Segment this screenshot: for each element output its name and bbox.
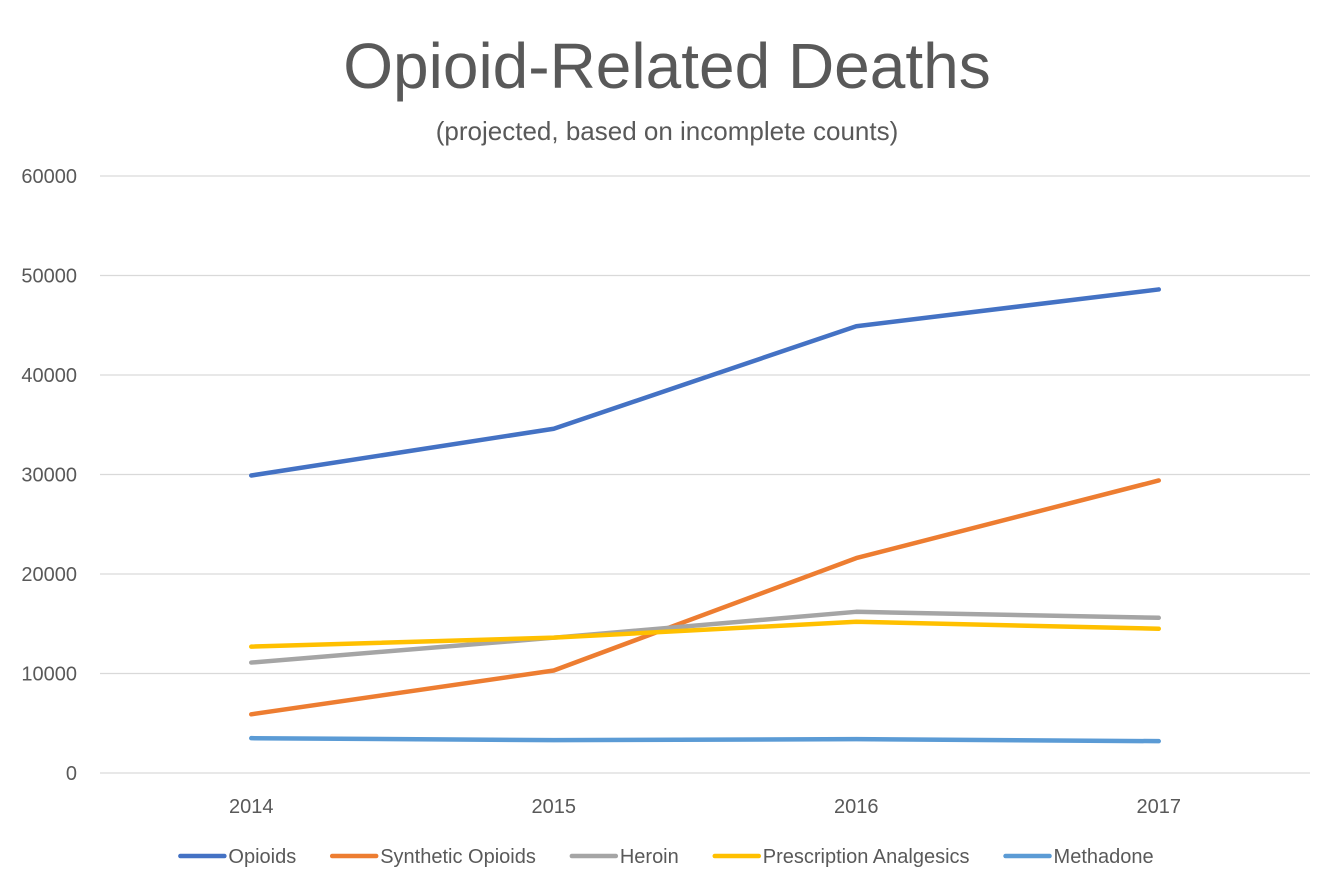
x-tick-label: 2015 (532, 796, 577, 818)
legend-label: Methadone (1054, 846, 1154, 868)
y-tick-label: 0 (66, 763, 77, 785)
legend-label: Synthetic Opioids (380, 846, 536, 868)
series-line-methadone (249, 735, 1161, 744)
series-lines (249, 287, 1161, 744)
legend-item-heroin: Heroin (569, 846, 679, 868)
legend-label: Heroin (620, 846, 679, 868)
chart-subtitle: (projected, based on incomplete counts) (436, 116, 899, 146)
y-tick-label: 60000 (21, 166, 77, 188)
y-tick-label: 50000 (21, 266, 77, 288)
legend-item-prescription-analgesics: Prescription Analgesics (712, 846, 970, 868)
legend: Opioids Synthetic Opioids Heroin Prescripti… (178, 846, 1154, 868)
chart-title: Opioid-Related Deaths (343, 30, 990, 102)
x-axis-tick-labels: 2014 2015 2016 2017 (229, 796, 1181, 818)
legend-label: Prescription Analgesics (763, 846, 970, 868)
y-tick-label: 40000 (21, 365, 77, 387)
y-tick-label: 10000 (21, 664, 77, 686)
series-line-heroin (249, 609, 1161, 665)
legend-label: Opioids (228, 846, 296, 868)
y-tick-label: 20000 (21, 564, 77, 586)
series-line-synthetic-opioids (249, 478, 1161, 717)
legend-item-synthetic-opioids: Synthetic Opioids (329, 846, 536, 868)
y-tick-label: 30000 (21, 465, 77, 487)
y-axis-tick-labels: 0 10000 20000 30000 40000 50000 60000 (21, 166, 77, 785)
x-tick-label: 2016 (834, 796, 879, 818)
legend-item-opioids: Opioids (178, 846, 296, 868)
legend-item-methadone: Methadone (1003, 846, 1154, 868)
x-tick-label: 2017 (1137, 796, 1182, 818)
series-line-opioids (249, 287, 1161, 478)
gridlines (100, 175, 1310, 774)
series-line-prescription-analgesics (249, 619, 1161, 649)
x-tick-label: 2014 (229, 796, 274, 818)
